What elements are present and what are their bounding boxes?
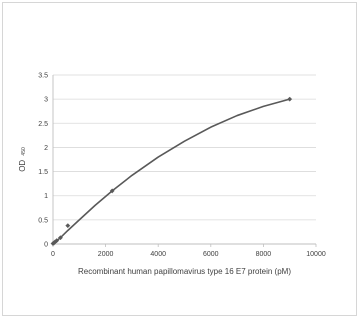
y-axis-title: OD 450 [18, 147, 27, 172]
y-axis-title-subscript: 450 [21, 147, 27, 156]
data-point [57, 235, 63, 241]
x-tick-label: 2000 [98, 251, 114, 258]
axes [52, 75, 317, 247]
y-tick-label: 0 [44, 242, 48, 249]
data-point [109, 188, 115, 194]
y-tick-label: 1.5 [38, 169, 48, 176]
gridlines [53, 74, 316, 221]
y-tick-label: 3 [44, 97, 48, 104]
x-tick-label: 8000 [256, 251, 272, 258]
x-tick-label: 6000 [203, 251, 219, 258]
tick-labels: 0 0.5 1 1.5 2 2.5 3 3.5 0 2000 4000 6000 8000 10000 [38, 73, 326, 259]
data-points [50, 96, 293, 246]
y-axis-title-main: OD [18, 160, 27, 172]
data-point [65, 223, 71, 229]
y-tick-label: 2.5 [38, 121, 48, 128]
chart-frame: 0 0.5 1 1.5 2 2.5 3 3.5 0 2000 4000 6000 8000 10000 R… [2, 2, 357, 316]
y-tick-label: 1 [44, 193, 48, 200]
data-point [54, 238, 60, 244]
y-axis-title-text: OD 450 [18, 147, 27, 172]
x-axis-title: Recombinant human papillomavirus type 16… [78, 267, 291, 276]
x-tick-label: 4000 [150, 251, 166, 258]
y-tick-label: 2 [44, 145, 48, 152]
data-point [287, 96, 293, 102]
y-tick-label: 3.5 [38, 73, 48, 80]
x-tick-label: 10000 [306, 251, 326, 258]
y-tick-label: 0.5 [38, 217, 48, 224]
calibration-chart: 0 0.5 1 1.5 2 2.5 3 3.5 0 2000 4000 6000 8000 10000 R… [18, 73, 326, 277]
x-tick-label: 0 [51, 251, 55, 258]
